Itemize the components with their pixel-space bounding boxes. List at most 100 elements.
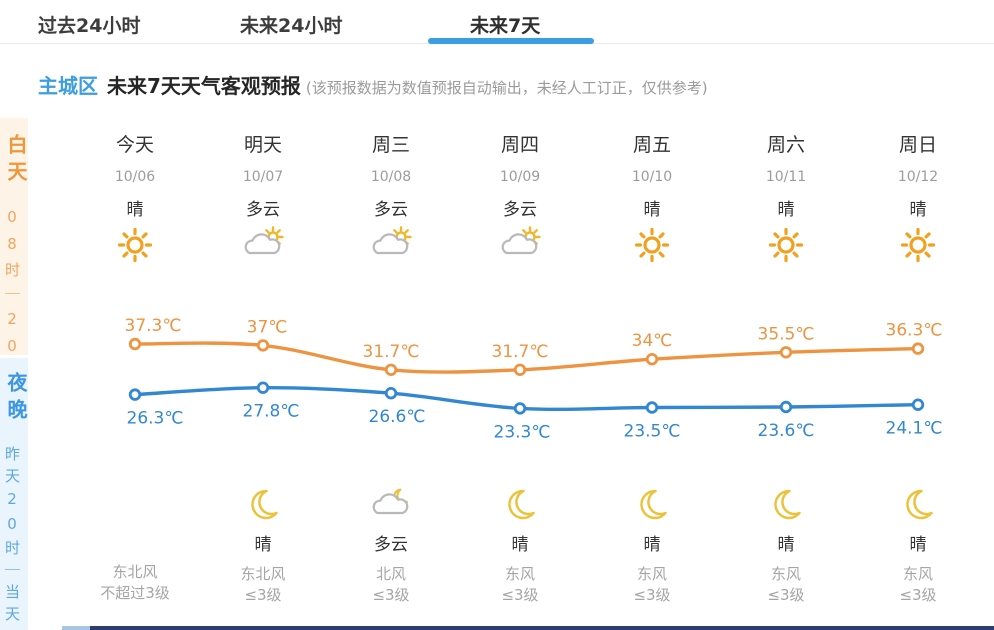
moon-icon: [198, 486, 328, 526]
temp-point: [911, 398, 925, 411]
wind-direction: 东风: [902, 565, 933, 583]
tab-bar: 过去24小时 未来24小时 未来7天: [0, 0, 994, 44]
high-temp-label: 31.7℃: [363, 342, 420, 362]
cloud-moon-icon: [326, 486, 456, 526]
low-temp-label: 26.6℃: [369, 407, 426, 427]
sun-icon: [70, 226, 200, 266]
low-temp-label: 23.3℃: [494, 422, 551, 442]
night-spacer: [70, 486, 200, 550]
high-temp-label: 35.5℃: [758, 324, 815, 344]
sun-icon: [587, 226, 717, 266]
temp-point: [513, 363, 527, 377]
night-column: 多云北风 ≤3级: [326, 486, 456, 606]
high-temp-label: 34℃: [632, 331, 673, 351]
sidebar-night-label: 夜晚: [4, 372, 28, 426]
wind-level: ≤3级: [372, 586, 410, 604]
footer-edge-light: [62, 626, 90, 630]
region-label[interactable]: 主城区: [38, 74, 98, 98]
day-column: 周六 10/11 晴: [721, 130, 851, 266]
moon-icon: [455, 486, 585, 526]
day-condition: 晴: [909, 200, 927, 220]
tab-next-7days[interactable]: 未来7天: [470, 15, 541, 37]
day-condition: 多云: [246, 200, 280, 220]
cloud-sun-icon: [455, 226, 585, 266]
wind-info: 北风 ≤3级: [326, 564, 456, 606]
disclaimer-note: (该预报数据为数值预报自动输出，未经人工订正，仅供参考): [305, 79, 708, 97]
day-name: 周六: [766, 134, 805, 156]
night-column: 晴东风 ≤3级: [455, 486, 585, 606]
day-column: 明天 10/07 多云: [198, 130, 328, 266]
sun-icon: [853, 226, 983, 266]
wind-direction: 东风: [504, 565, 535, 583]
wind-level: ≤3级: [767, 586, 805, 604]
sidebar-day-label: 白天: [4, 134, 28, 188]
sidebar-day-section: 白天 08时｜20时: [0, 118, 28, 388]
day-date: 10/10: [631, 169, 673, 185]
page-title-row: 主城区 未来7天天气客观预报 (该预报数据为数值预报自动输出，未经人工订正，仅供参考…: [38, 70, 708, 99]
wind-level: ≤3级: [633, 586, 671, 604]
sidebar-day-time: 08时｜20时: [3, 208, 21, 388]
day-name: 今天: [115, 134, 154, 156]
day-date: 10/06: [114, 169, 156, 185]
wind-info: 东风 ≤3级: [455, 564, 585, 606]
night-condition: 晴: [511, 535, 529, 555]
sun-icon: [721, 226, 851, 266]
temp-point: [645, 401, 659, 414]
wind-level: ≤3级: [899, 586, 937, 604]
temp-point: [779, 400, 793, 414]
active-tab-underline: [428, 38, 594, 44]
temp-point: [513, 402, 527, 415]
day-name: 周日: [898, 134, 937, 156]
wind-direction: 东北风: [240, 565, 286, 583]
temp-point: [256, 339, 270, 352]
night-condition: 晴: [643, 535, 661, 555]
temp-point: [128, 388, 142, 401]
high-temp-label: 37.3℃: [125, 316, 182, 336]
night-column: 东北风不超过3级: [70, 486, 200, 604]
night-column: 晴东北风 ≤3级: [198, 486, 328, 606]
low-temp-label: 24.1℃: [886, 419, 943, 439]
day-condition: 晴: [126, 200, 144, 220]
moon-icon: [853, 486, 983, 526]
moon-icon: [721, 486, 851, 526]
night-column: 晴东风 ≤3级: [587, 486, 717, 606]
day-column: 周四 10/09 多云: [455, 130, 585, 266]
high-temp-label: 37℃: [247, 317, 288, 337]
day-name: 周四: [500, 134, 539, 156]
night-column: 晴东风 ≤3级: [721, 486, 851, 606]
day-name: 明天: [243, 134, 282, 156]
cloud-sun-icon: [326, 226, 456, 266]
low-temp-label: 27.8℃: [243, 402, 300, 422]
day-date: 10/09: [499, 169, 541, 185]
day-date: 10/07: [242, 169, 284, 185]
temp-point: [384, 387, 398, 400]
wind-level: ≤3级: [501, 586, 539, 604]
night-condition: 多云: [374, 535, 408, 555]
wind-level: 不超过3级: [100, 584, 170, 602]
cloud-sun-icon: [198, 226, 328, 266]
wind-level: ≤3级: [244, 586, 282, 604]
day-date: 10/12: [897, 169, 939, 185]
tab-past-24h[interactable]: 过去24小时: [38, 15, 141, 37]
day-condition: 晴: [777, 200, 795, 220]
temperature-chart: 37.3℃ 37℃ 31.7℃ 31.7℃ 34℃ 35.5℃ 36.3℃ 26.3℃ 27.8…: [125, 316, 943, 442]
high-temp-label: 36.3℃: [886, 321, 943, 341]
night-condition: 晴: [777, 535, 795, 555]
day-column: 今天 10/06 晴: [70, 130, 200, 266]
day-condition: 晴: [643, 200, 661, 220]
day-column: 周日 10/12 晴: [853, 130, 983, 266]
page-title: 未来7天天气客观预报: [107, 74, 301, 98]
day-date: 10/11: [765, 169, 807, 185]
tab-next-24h[interactable]: 未来24小时: [240, 15, 343, 37]
wind-direction: 东北风: [112, 563, 158, 581]
wind-direction: 北风: [375, 565, 406, 583]
day-date: 10/08: [370, 169, 412, 185]
wind-info: 东风 ≤3级: [853, 564, 983, 606]
sidebar-night-section: 夜晚 昨天20时｜当天08时: [0, 358, 28, 630]
day-condition: 多云: [503, 200, 537, 220]
wind-info: 东风 ≤3级: [587, 564, 717, 606]
high-temp-label: 31.7℃: [492, 342, 549, 362]
wind-info: 东北风 ≤3级: [198, 564, 328, 606]
wind-info: 东北风不超过3级: [70, 562, 200, 604]
